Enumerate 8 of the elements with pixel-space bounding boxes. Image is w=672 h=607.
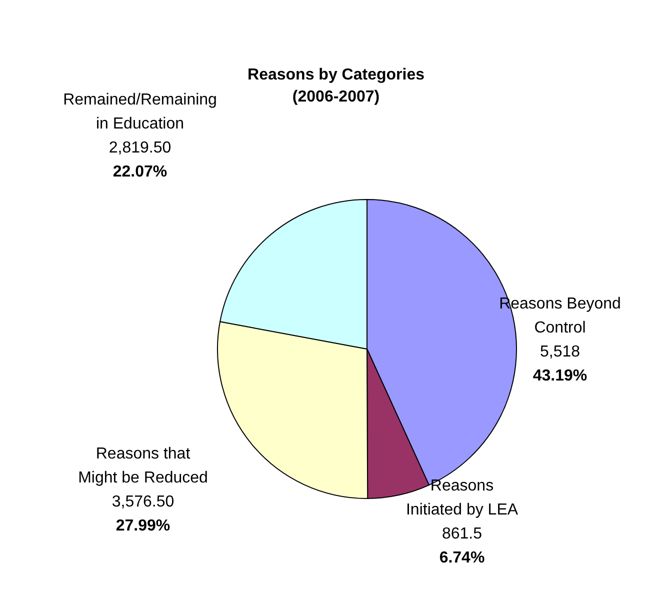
data-label: 861.5 6.74% xyxy=(439,525,485,566)
slice-label: Remained/Remaining in Education xyxy=(63,91,217,132)
slice-label: Reasons Initiated by LEA xyxy=(406,477,518,518)
data-label: 3,576.50 27.99% xyxy=(112,493,174,534)
data-label: 2,819.50 22.07% xyxy=(108,139,172,180)
slice-label: Reasons that Might be Reduced xyxy=(78,445,208,486)
data-label: 5,518 43.19% xyxy=(532,343,588,384)
chart-title: Reasons by Categories (2006-2007) xyxy=(248,66,425,106)
